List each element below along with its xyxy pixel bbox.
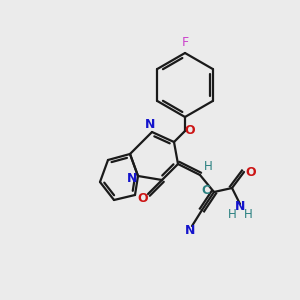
Text: H: H <box>244 208 252 220</box>
Text: H: H <box>228 208 236 220</box>
Text: O: O <box>246 166 256 178</box>
Text: N: N <box>235 200 245 212</box>
Text: N: N <box>185 224 195 238</box>
Text: N: N <box>127 172 137 184</box>
Text: H: H <box>204 160 212 173</box>
Text: O: O <box>185 124 195 137</box>
Text: C: C <box>202 184 210 196</box>
Text: F: F <box>182 37 189 50</box>
Text: O: O <box>138 193 148 206</box>
Text: N: N <box>145 118 155 131</box>
